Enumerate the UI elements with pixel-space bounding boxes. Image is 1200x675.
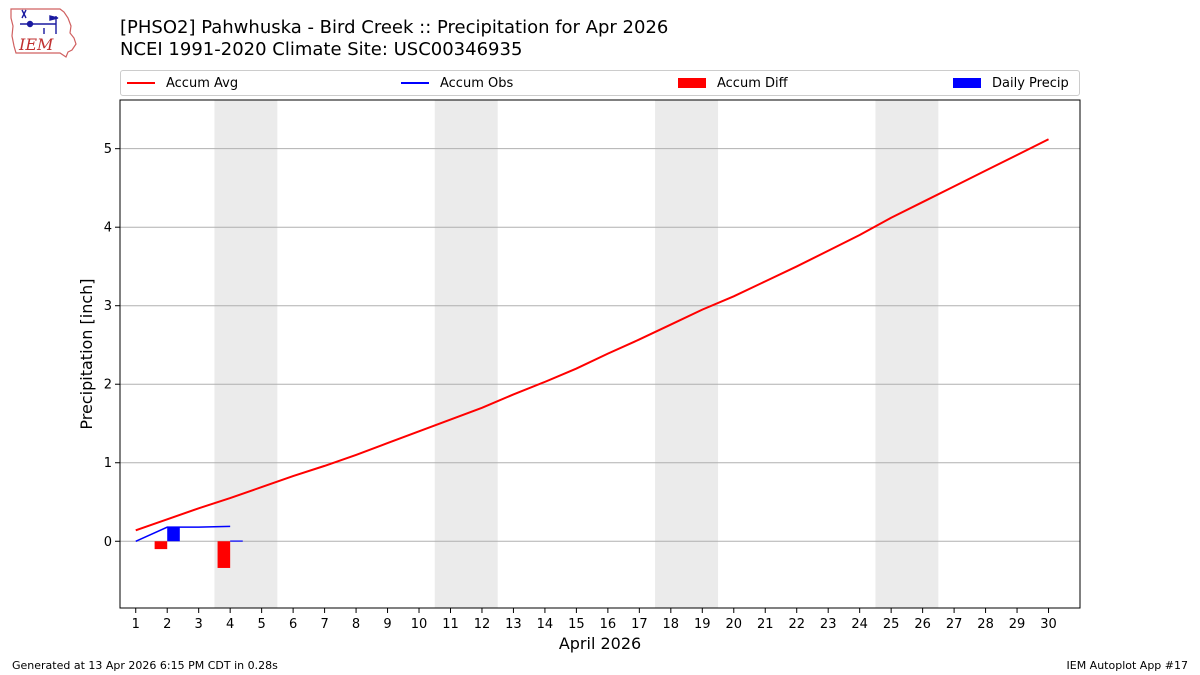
x-tick-label: 18 bbox=[663, 617, 680, 632]
legend-item-accum-obs: Accum Obs bbox=[401, 71, 513, 95]
x-tick-label: 20 bbox=[725, 617, 742, 632]
y-tick-label: 2 bbox=[104, 378, 112, 393]
daily-precip-bar bbox=[230, 540, 243, 542]
legend-swatch-daily-precip bbox=[953, 78, 981, 88]
generated-timestamp: Generated at 13 Apr 2026 6:15 PM CDT in … bbox=[12, 659, 278, 672]
x-tick-label: 11 bbox=[442, 617, 459, 632]
accum-diff-bar bbox=[154, 541, 168, 550]
legend-label-accum-obs: Accum Obs bbox=[440, 75, 514, 91]
x-axis-label: April 2026 bbox=[559, 634, 641, 653]
weekend-band bbox=[214, 100, 278, 608]
x-tick-label: 27 bbox=[946, 617, 963, 632]
legend-swatch-accum-diff bbox=[678, 78, 706, 88]
x-tick-label: 25 bbox=[883, 617, 900, 632]
x-tick-label: 23 bbox=[820, 617, 837, 632]
y-tick-label: 4 bbox=[104, 221, 112, 236]
legend-item-daily-precip: Daily Precip bbox=[953, 71, 1069, 95]
chart-title: [PHSO2] Pahwhuska - Bird Creek :: Precip… bbox=[120, 17, 669, 38]
x-tick-label: 22 bbox=[788, 617, 805, 632]
x-tick-label: 14 bbox=[537, 617, 554, 632]
x-tick-label: 10 bbox=[411, 617, 428, 632]
x-tick-label: 26 bbox=[914, 617, 931, 632]
weekend-shading bbox=[214, 100, 939, 608]
x-tick-label: 8 bbox=[352, 617, 360, 632]
y-gridlines bbox=[120, 148, 1080, 542]
iem-logo: IEM bbox=[10, 8, 77, 58]
accum-avg-line bbox=[135, 138, 1049, 532]
y-tick-label: 5 bbox=[104, 142, 112, 157]
x-tick-label: 12 bbox=[474, 617, 491, 632]
bars bbox=[154, 527, 243, 568]
legend-label-accum-avg: Accum Avg bbox=[166, 75, 239, 91]
legend-label-daily-precip: Daily Precip bbox=[992, 75, 1069, 91]
y-axis-ticks: 0 1 2 3 4 5 bbox=[104, 142, 120, 550]
x-tick-label: 29 bbox=[1009, 617, 1026, 632]
legend-item-accum-diff: Accum Diff bbox=[678, 71, 788, 95]
plot-frame bbox=[119, 99, 1081, 609]
x-tick-label: 5 bbox=[257, 617, 265, 632]
legend-item-accum-avg: Accum Avg bbox=[127, 71, 238, 95]
legend-swatch-accum-avg bbox=[127, 82, 155, 84]
x-tick-label: 2 bbox=[163, 617, 171, 632]
accum-obs-line bbox=[135, 525, 231, 542]
y-tick-label: 0 bbox=[104, 535, 112, 550]
x-tick-label: 24 bbox=[851, 617, 868, 632]
y-tick-label: 1 bbox=[104, 456, 112, 471]
legend-swatch-accum-obs bbox=[401, 82, 429, 84]
chart-subtitle: NCEI 1991-2020 Climate Site: USC00346935 bbox=[120, 39, 523, 60]
weekend-band bbox=[875, 100, 939, 608]
daily-precip-bar bbox=[167, 527, 180, 542]
x-tick-label: 9 bbox=[383, 617, 391, 632]
weekend-band bbox=[434, 100, 498, 608]
autoplot-app-id: IEM Autoplot App #17 bbox=[1066, 659, 1189, 672]
x-tick-label: 21 bbox=[757, 617, 774, 632]
lines bbox=[135, 138, 1049, 542]
x-tick-label: 1 bbox=[132, 617, 140, 632]
y-axis-label: Precipitation [inch] bbox=[77, 278, 96, 429]
x-tick-label: 13 bbox=[505, 617, 522, 632]
x-tick-label: 17 bbox=[631, 617, 648, 632]
x-tick-label: 4 bbox=[226, 617, 234, 632]
x-tick-label: 16 bbox=[600, 617, 617, 632]
logo-text: IEM bbox=[18, 35, 54, 54]
chart-legend: Accum Avg Accum Obs Accum Diff Daily Pre… bbox=[120, 70, 1080, 96]
x-tick-label: 28 bbox=[977, 617, 994, 632]
x-tick-label: 3 bbox=[195, 617, 203, 632]
x-tick-label: 30 bbox=[1040, 617, 1057, 632]
x-tick-label: 15 bbox=[568, 617, 585, 632]
weekend-band bbox=[655, 100, 719, 608]
x-tick-label: 19 bbox=[694, 617, 711, 632]
x-axis-ticks: 1 2 3 4 5 6 7 8 9 10 11 12 13 14 15 16 17 18 19 20 21 22 23 24 2… bbox=[132, 608, 1057, 632]
accum-diff-bar bbox=[217, 541, 231, 568]
x-tick-label: 6 bbox=[289, 617, 297, 632]
legend-label-accum-diff: Accum Diff bbox=[717, 75, 788, 91]
y-tick-label: 3 bbox=[104, 299, 112, 314]
x-tick-label: 7 bbox=[320, 617, 328, 632]
